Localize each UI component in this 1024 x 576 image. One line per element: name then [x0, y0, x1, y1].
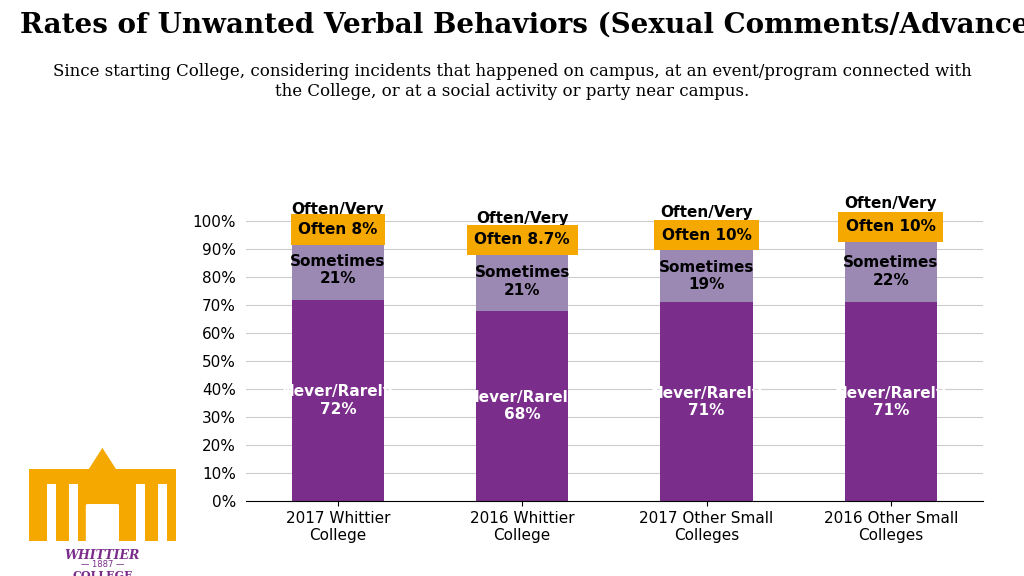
Bar	[292, 241, 384, 300]
Text: Never/Rarely
71%: Never/Rarely 71%	[650, 385, 763, 418]
Bar	[292, 300, 384, 501]
Bar	[476, 252, 568, 311]
Bar	[845, 302, 937, 501]
Bar	[476, 228, 568, 252]
Text: Sometimes
21%: Sometimes 21%	[290, 254, 386, 286]
Text: Often/Very: Often/Very	[660, 205, 753, 220]
Text: Sometimes
19%: Sometimes 19%	[658, 260, 755, 292]
Text: Sometimes
21%: Sometimes 21%	[474, 265, 570, 298]
Text: Since starting College, considering incidents that happened on campus, at an eve: Since starting College, considering inci…	[52, 63, 972, 100]
Text: WHITTIER: WHITTIER	[65, 548, 140, 562]
Polygon shape	[47, 484, 56, 541]
Text: COLLEGE: COLLEGE	[72, 570, 133, 576]
Bar	[845, 241, 937, 302]
Text: Rates of Unwanted Verbal Behaviors (Sexual Comments/Advances, etc.): Rates of Unwanted Verbal Behaviors (Sexu…	[20, 12, 1024, 39]
Text: Often 10%: Often 10%	[846, 219, 936, 234]
FancyBboxPatch shape	[86, 504, 119, 543]
Bar	[660, 221, 753, 249]
Text: Often/Very: Often/Very	[845, 196, 937, 211]
Text: Often/Very: Often/Very	[476, 211, 568, 226]
Polygon shape	[158, 484, 167, 541]
Bar	[660, 302, 753, 501]
Polygon shape	[135, 484, 144, 541]
Text: Often 8.7%: Often 8.7%	[474, 232, 570, 247]
Polygon shape	[29, 469, 176, 541]
Polygon shape	[70, 484, 79, 541]
Bar	[292, 218, 384, 241]
Bar	[845, 213, 937, 241]
Text: Never/Rarely
68%: Never/Rarely 68%	[466, 390, 579, 422]
Text: Sometimes
22%: Sometimes 22%	[843, 255, 939, 288]
Bar	[476, 311, 568, 501]
Text: Never/Rarely
72%: Never/Rarely 72%	[282, 384, 394, 416]
Bar	[660, 249, 753, 302]
Text: Often/Very: Often/Very	[292, 202, 384, 217]
Text: Often 10%: Often 10%	[662, 228, 752, 242]
Text: Often 8%: Often 8%	[298, 222, 378, 237]
Text: — 1887 —: — 1887 —	[81, 560, 124, 569]
Polygon shape	[84, 448, 121, 477]
Text: Never/Rarely
71%: Never/Rarely 71%	[835, 385, 947, 418]
